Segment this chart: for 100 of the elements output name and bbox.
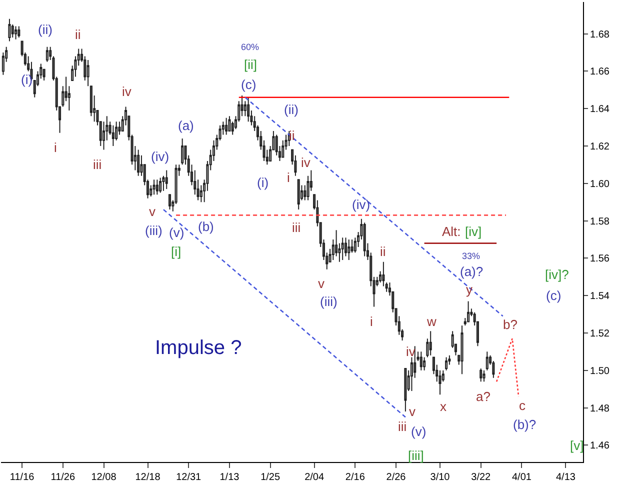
annotation: (b)? [513,417,536,432]
annotation: (ii) [38,22,52,37]
x-tick-label: 2/26 [386,472,406,483]
candlestick [228,116,231,132]
annotation: [iv]? [545,267,569,282]
candlestick [404,368,407,412]
x-tick-label: 3/10 [430,472,450,483]
annotation: (iii) [320,294,338,309]
x-tick-label: 2/16 [345,472,366,483]
annotation: (a) [178,118,194,133]
annotation: [iv] [465,224,482,239]
x-tick-label: 11/26 [50,472,76,483]
annotation: (v) [411,424,426,439]
y-tick-label: 1.52 [590,328,610,340]
candlestick [480,368,482,382]
annotation: [iii] [408,448,424,463]
candlestick [344,237,348,257]
candlestick [297,179,300,210]
annotation: [i] [171,244,182,259]
annotation: iii [292,220,301,235]
annotation: Impulse ? [155,337,242,359]
candlestick [460,325,464,375]
annotation: (iii) [145,223,162,238]
annotation: i [54,140,57,155]
annotation: c [519,398,526,413]
annotation: ii [380,244,386,259]
y-tick-label: 1.58 [590,216,610,228]
candlestick [467,300,470,322]
y-tick-label: 1.62 [590,141,610,152]
candlestick [18,26,20,38]
candlestick [247,96,250,122]
y-tick-label: 1.50 [590,366,610,377]
annotation: ii [289,128,295,143]
x-tick-label: 1/13 [220,472,240,483]
candlestick [429,330,432,356]
y-tick-label: 1.66 [590,66,610,78]
annotation: (i) [21,72,33,87]
annotation: (v) [169,225,184,240]
x-tick-label: 12/18 [135,472,161,483]
candlestick [112,124,114,146]
candlestick [363,222,366,257]
annotation: i [370,314,373,329]
y-tick-label: 1.48 [590,403,610,414]
annotation: [ii] [244,57,257,72]
annotation: (a)? [460,264,484,279]
y-tick-label: 1.56 [590,254,610,265]
x-tick-label: 12/31 [176,472,202,483]
annotation: iii [93,157,102,172]
candlestick [152,179,156,196]
annotation: [v] [570,438,584,453]
y-tick-label: 1.68 [590,29,610,40]
x-tick-label: 12/08 [91,472,117,483]
x-tick-label: 4/01 [512,472,532,483]
annotation: (ii) [284,102,298,117]
annotation: (c) [546,288,562,303]
candlestick [8,18,11,42]
y-tick-label: 1.54 [590,291,610,302]
x-tick-label: 11/16 [10,472,35,483]
annotation: y [466,282,473,297]
annotation: v [318,276,325,291]
candlestick [420,351,422,371]
annotation: iv [301,155,311,170]
candlestick [482,370,486,382]
candlestick [46,46,48,62]
candlestick [348,238,350,261]
annotation: i [287,170,290,185]
annotation: iii [398,419,407,434]
annotation: iv [122,84,132,99]
candlestick [137,149,140,176]
candlestick [341,237,344,261]
annotation: b? [503,317,518,332]
candlestick [165,170,168,190]
annotation: x [440,399,447,414]
candlestick [159,177,162,194]
y-tick-label: 1.60 [590,178,610,190]
y-tick-label: 1.64 [590,104,610,116]
annotation: (iv) [352,197,370,212]
annotation: (c) [241,77,256,92]
y-tick-label: 1.46 [590,440,610,452]
annotation: (iv) [151,149,170,164]
annotation: Alt: [442,224,461,239]
annotation: a? [476,389,490,404]
candlestick [486,351,488,371]
candlestick [181,138,184,166]
candlestick [168,194,172,210]
candlestick [14,26,18,40]
x-tick-label: 1/25 [260,472,280,483]
annotation: v [409,404,416,419]
candlestick [156,179,158,196]
annotation: (b) [198,219,214,234]
annotation: (i) [257,175,269,190]
candlestick [445,356,448,371]
annotation: ii [75,27,81,42]
annotation: v [149,204,156,219]
annotation: 33% [462,251,480,261]
annotation: w [426,314,437,329]
x-tick-label: 3/22 [471,472,492,483]
annotation: 60% [241,42,260,52]
candlestick [225,117,228,136]
x-tick-label: 2/04 [304,472,324,483]
